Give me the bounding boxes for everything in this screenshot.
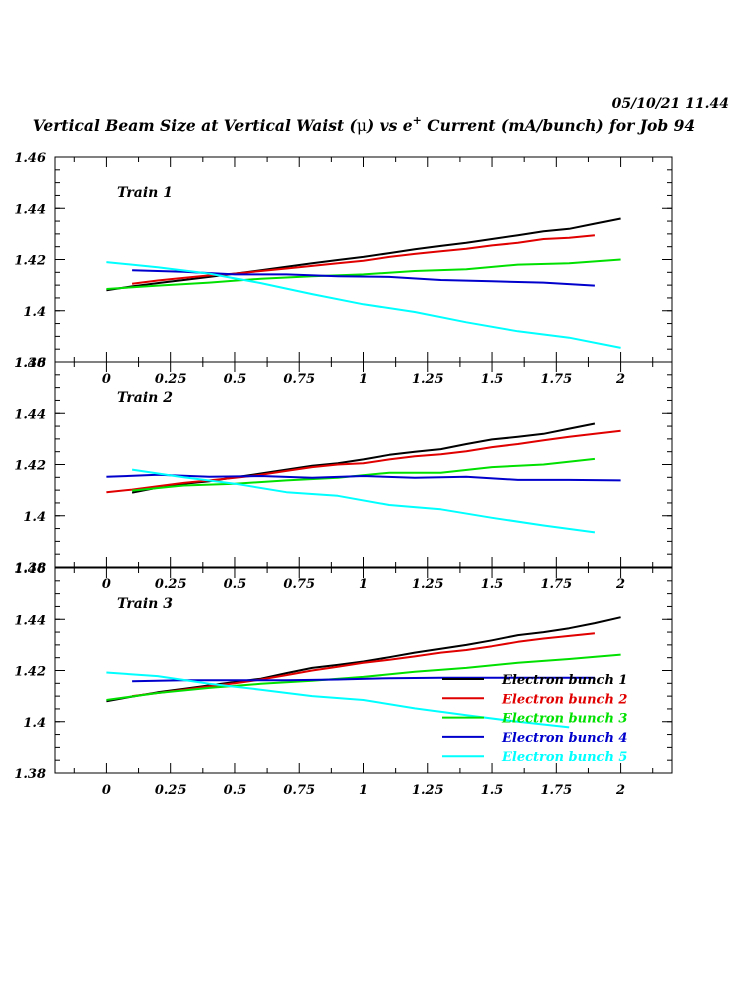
series-line-bunch-5 (106, 261, 621, 349)
x-tick-label: 0.25 (155, 372, 187, 387)
x-tick-label: 2 (615, 372, 625, 387)
x-tick-label: 0.5 (224, 577, 247, 592)
series-line-bunch-2 (106, 429, 621, 494)
x-tick-label: 1.25 (412, 783, 444, 798)
x-tick-label: 1.5 (481, 372, 504, 387)
panel-label: Train 3 (117, 596, 173, 612)
x-tick-label: 1.5 (481, 783, 504, 798)
y-tick-label: 1.38 (14, 767, 46, 782)
x-tick-label: 1.75 (540, 372, 572, 387)
y-tick-label: 1.38 (14, 561, 46, 576)
chart-panels: 1.381.41.421.441.460 0.25 0.5 0.75 1 1.25 1.5 1… (14, 151, 673, 798)
legend-label: Electron bunch 3 (501, 712, 627, 727)
y-tick-label: 1.44 (14, 613, 46, 628)
x-tick-label: 1 (359, 783, 368, 798)
x-tick-label: 1 (359, 372, 368, 387)
y-tick-label: 1.4 (23, 716, 46, 731)
x-tick-label: 0.25 (155, 577, 187, 592)
x-tick-label: 2 (615, 783, 625, 798)
x-tick-label: 1.25 (412, 372, 444, 387)
x-tick-label: 1 (359, 577, 368, 592)
legend-label: Electron bunch 1 (501, 673, 627, 688)
y-tick-label: 1.4 (23, 510, 46, 525)
series-line-bunch-4 (132, 676, 595, 683)
x-tick-label: 1.5 (481, 577, 504, 592)
x-tick-label: 0 (102, 577, 111, 592)
series-line-bunch-2 (131, 632, 596, 698)
panel-label: Train 2 (117, 390, 173, 406)
y-tick-label: 1.42 (14, 665, 46, 680)
series-line-bunch-1 (106, 217, 621, 292)
x-tick-label: 1.75 (540, 783, 572, 798)
x-tick-label: 0 (102, 372, 111, 387)
y-tick-label: 1.46 (14, 356, 46, 371)
legend-label: Electron bunch 5 (501, 750, 627, 765)
series-line-bunch-3 (106, 653, 621, 701)
series-line-bunch-1 (131, 422, 596, 494)
y-tick-label: 1.4 (23, 305, 46, 320)
series-line-bunch-5 (131, 468, 596, 534)
series-line-bunch-4 (106, 473, 621, 482)
chart-title: Vertical Beam Size at Vertical Waist (μ)… (33, 114, 695, 135)
legend-label: Electron bunch 4 (501, 731, 627, 746)
x-tick-label: 0.25 (155, 783, 187, 798)
x-tick-label: 1.25 (412, 577, 444, 592)
series-line-bunch-1 (106, 616, 621, 703)
x-tick-label: 1.75 (540, 577, 572, 592)
y-tick-label: 1.44 (14, 202, 46, 217)
series-line-bunch-3 (106, 258, 621, 290)
x-tick-label: 0.75 (283, 783, 315, 798)
panel-label: Train 1 (117, 185, 173, 201)
panel-2: 1.38 1.4 1.42 1.44 1.46 0 0.25 0.5 0.75 1 1.25 1.5 1… (14, 356, 673, 592)
x-tick-label: 2 (615, 577, 625, 592)
x-tick-label: 0.5 (224, 372, 247, 387)
x-tick-label: 0.75 (283, 372, 315, 387)
y-tick-label: 1.46 (14, 151, 46, 166)
series-line-bunch-5 (106, 671, 570, 729)
x-tick-label: 0.75 (283, 577, 315, 592)
x-tick-label: 0 (102, 783, 111, 798)
chart-datetime: 05/10/21 11.44 (612, 96, 729, 112)
y-tick-label: 1.38 (14, 356, 46, 371)
series-line-bunch-2 (131, 234, 595, 285)
y-tick-label: 1.42 (14, 459, 46, 474)
panel-1: 1.38 1.4 1.42 1.44 1.46 0 0.25 0.5 0.75 1 1.25 1.5 1… (14, 151, 673, 387)
chart-legend: Electron bunch 1 Electron bunch 2 Electron… (442, 673, 627, 765)
y-tick-label: 1.42 (14, 254, 46, 269)
x-tick-label: 0.5 (224, 783, 247, 798)
y-tick-label: 1.46 (14, 562, 46, 577)
panel-3: 1.38 1.4 1.42 1.44 1.46 0 0.25 0.5 0.75 1 1.25 1.5 1… (14, 562, 673, 798)
y-tick-label: 1.44 (14, 407, 46, 422)
legend-label: Electron bunch 2 (501, 692, 627, 707)
